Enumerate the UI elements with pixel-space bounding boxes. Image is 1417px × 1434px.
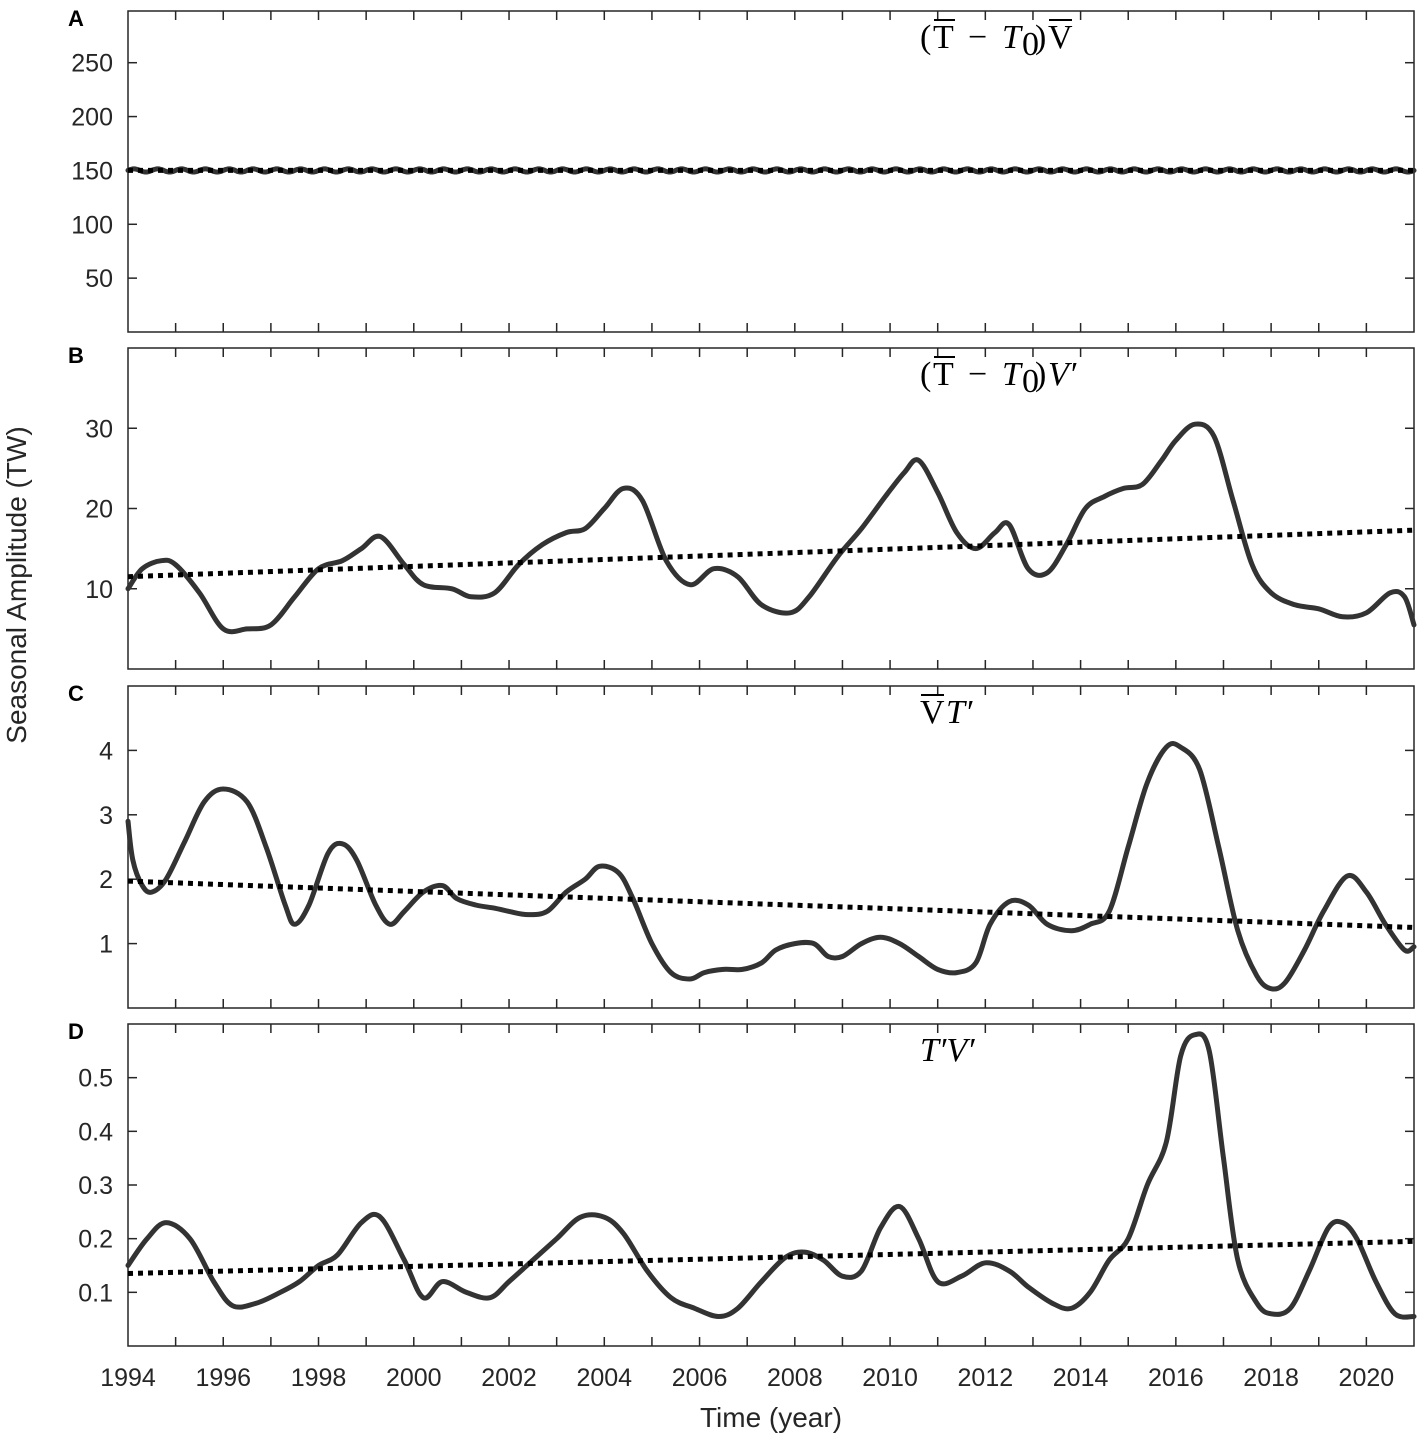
axes-frame <box>127 685 1415 1009</box>
axes-frame <box>127 1023 1415 1347</box>
y-tick-label: 3 <box>99 802 113 830</box>
y-tick-label: 20 <box>85 496 113 524</box>
y-tick-label: 0.5 <box>78 1065 113 1093</box>
data-line <box>125 1031 1417 1320</box>
panel-title: V T′ <box>920 694 973 731</box>
panel-letter: D <box>68 1019 84 1044</box>
svg-text:−: − <box>968 19 987 56</box>
y-tick-label: 50 <box>85 265 113 293</box>
axes-frame <box>127 347 1415 670</box>
panel-letter: B <box>68 343 84 368</box>
svg-text:T: T <box>1002 19 1023 56</box>
data-line <box>125 421 1417 635</box>
panel-title: T′V′ <box>920 1032 975 1069</box>
panel-c: 4 3 2 1 C V T′ <box>68 681 1417 1009</box>
panel-letter: A <box>68 6 84 31</box>
svg-text:V: V <box>1048 19 1073 56</box>
x-tick-label: 1994 <box>100 1364 156 1392</box>
panel-d: 0.5 0.4 0.3 0.2 0.1 D T′V′ 1994 1996 1998 2000 2002… <box>68 1019 1417 1392</box>
svg-text:V: V <box>920 694 945 731</box>
y-tick-label: 0.2 <box>78 1226 113 1254</box>
panel-title: (T − T 0) V′ <box>920 356 1077 400</box>
y-tick-label: 0.1 <box>78 1279 113 1307</box>
svg-text:T: T <box>933 356 954 393</box>
y-tick-label: 4 <box>99 737 113 765</box>
x-tick-label: 2000 <box>386 1364 442 1392</box>
svg-text:0: 0 <box>1022 363 1039 400</box>
panel-title: (T − T 0) V <box>920 19 1073 63</box>
y-tick-label: 10 <box>85 576 113 604</box>
svg-text:(: ( <box>920 356 931 393</box>
x-tick-label: 2014 <box>1053 1364 1109 1392</box>
y-tick-label: 30 <box>85 415 113 443</box>
svg-text:): ) <box>1035 356 1046 393</box>
y-tick-label: 1 <box>99 931 113 959</box>
x-tick-label: 2016 <box>1148 1364 1204 1392</box>
x-axis-title: Time (year) <box>700 1402 842 1433</box>
y-tick-label: 200 <box>71 104 113 132</box>
x-tick-label: 2008 <box>767 1364 823 1392</box>
svg-text:0: 0 <box>1022 26 1039 63</box>
svg-text:): ) <box>1035 19 1046 56</box>
x-tick-label: 1998 <box>291 1364 347 1392</box>
trend-line <box>127 527 1415 580</box>
panel-letter: C <box>68 681 84 706</box>
x-tick-label: 2020 <box>1339 1364 1395 1392</box>
x-tick-label: 2018 <box>1243 1364 1299 1392</box>
trend-line <box>127 1238 1415 1277</box>
data-line <box>125 741 1417 992</box>
x-tick-label: 2004 <box>576 1364 632 1392</box>
x-tick-label: 2010 <box>862 1364 918 1392</box>
svg-text:T′V′: T′V′ <box>920 1032 975 1069</box>
y-tick-label: 250 <box>71 50 113 78</box>
y-tick-label: 100 <box>71 211 113 239</box>
y-axis-title: Seasonal Amplitude (TW) <box>1 426 32 743</box>
x-tick-label: 1996 <box>195 1364 251 1392</box>
svg-text:−: − <box>968 356 987 393</box>
x-tick-label: 2002 <box>481 1364 537 1392</box>
svg-text:T: T <box>933 19 954 56</box>
y-tick-label: 0.4 <box>78 1118 113 1146</box>
svg-text:V′: V′ <box>1048 356 1077 393</box>
x-tick-label: 2006 <box>672 1364 728 1392</box>
svg-text:T′: T′ <box>946 694 973 731</box>
x-tick-label: 2012 <box>958 1364 1014 1392</box>
y-tick-label: 2 <box>99 866 113 894</box>
y-tick-label: 150 <box>71 157 113 185</box>
y-tick-label: 0.3 <box>78 1172 113 1200</box>
svg-text:T: T <box>1002 356 1023 393</box>
trend-line <box>127 878 1415 930</box>
svg-text:(: ( <box>920 19 931 56</box>
